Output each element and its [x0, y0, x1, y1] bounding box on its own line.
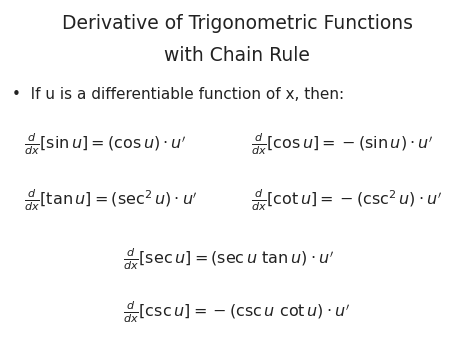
Text: with Chain Rule: with Chain Rule: [164, 46, 310, 65]
Text: $\frac{d}{dx}[\sin u] = (\cos u) \cdot u'$: $\frac{d}{dx}[\sin u] = (\cos u) \cdot u…: [24, 131, 186, 157]
Text: $\frac{d}{dx}[\cos u] = -(\sin u) \cdot u'$: $\frac{d}{dx}[\cos u] = -(\sin u) \cdot …: [251, 131, 434, 157]
Text: $\frac{d}{dx}[\sec u] = (\sec u\ \tan u) \cdot u'$: $\frac{d}{dx}[\sec u] = (\sec u\ \tan u)…: [123, 246, 334, 272]
Text: Derivative of Trigonometric Functions: Derivative of Trigonometric Functions: [62, 14, 412, 33]
Text: $\frac{d}{dx}[\tan u] = (\sec^2 u) \cdot u'$: $\frac{d}{dx}[\tan u] = (\sec^2 u) \cdot…: [24, 188, 198, 213]
Text: $\frac{d}{dx}[\csc u] = -(\csc u\ \cot u) \cdot u'$: $\frac{d}{dx}[\csc u] = -(\csc u\ \cot u…: [123, 300, 350, 325]
Text: •  If u is a differentiable function of x, then:: • If u is a differentiable function of x…: [12, 87, 344, 102]
Text: $\frac{d}{dx}[\cot u] = -(\csc^2 u) \cdot u'$: $\frac{d}{dx}[\cot u] = -(\csc^2 u) \cdo…: [251, 188, 442, 213]
